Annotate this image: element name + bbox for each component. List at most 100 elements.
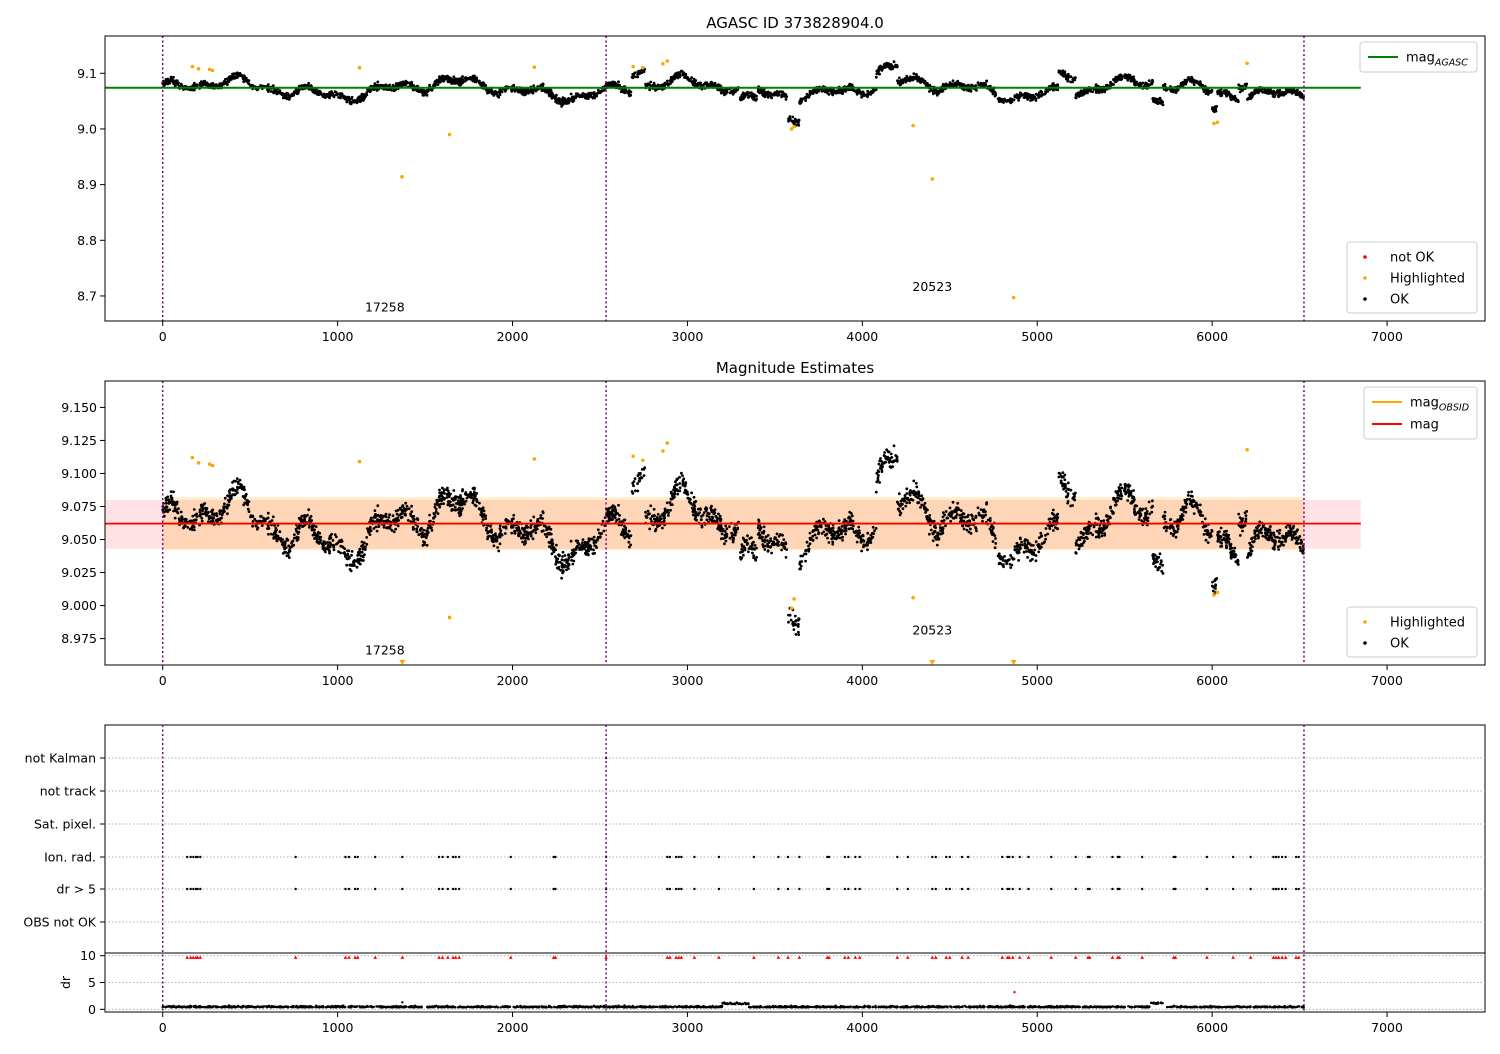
ok-point xyxy=(513,90,516,93)
ok-point xyxy=(1254,92,1257,95)
ok-point xyxy=(628,530,631,533)
ok-point xyxy=(443,75,446,78)
ok-point xyxy=(1127,74,1130,77)
highlighted-point xyxy=(631,65,635,69)
point-legend-swatch xyxy=(1363,255,1367,259)
ok-point xyxy=(1193,83,1196,86)
ok-point xyxy=(606,83,609,86)
ok-point xyxy=(270,533,273,536)
ok-point xyxy=(912,79,915,82)
ok-point xyxy=(1075,542,1078,545)
ok-point xyxy=(1184,81,1187,84)
ok-point xyxy=(791,116,794,119)
ok-point xyxy=(510,532,513,535)
ok-point xyxy=(740,98,743,101)
ok-point xyxy=(831,541,834,544)
ok-point xyxy=(1144,507,1147,510)
ok-point xyxy=(674,72,677,75)
ok-point xyxy=(194,84,197,87)
ok-point xyxy=(908,80,911,83)
ok-point xyxy=(771,94,774,97)
ok-point xyxy=(1005,562,1008,565)
ok-point xyxy=(356,566,359,569)
ok-point xyxy=(977,506,980,509)
line-legend-sub: AGASC xyxy=(1434,58,1468,69)
ok-point xyxy=(1026,556,1029,559)
ok-point xyxy=(582,538,585,541)
ok-point xyxy=(213,83,216,86)
ok-point xyxy=(721,533,724,536)
ok-point xyxy=(540,514,543,517)
ok-point xyxy=(678,482,681,485)
ok-point xyxy=(860,550,863,553)
ok-point xyxy=(186,526,189,529)
ok-point xyxy=(1017,559,1020,562)
ok-point xyxy=(757,533,760,536)
ok-point xyxy=(1152,100,1155,103)
ok-point xyxy=(584,541,587,544)
ok-point xyxy=(1151,97,1154,100)
ok-point xyxy=(529,519,532,522)
ok-point xyxy=(1056,83,1059,86)
point-legend-label: OK xyxy=(1390,293,1409,308)
ok-point xyxy=(180,511,183,514)
ok-point xyxy=(1062,73,1065,76)
ok-point xyxy=(797,124,800,127)
ok-point xyxy=(555,544,558,547)
ok-point xyxy=(532,89,535,92)
ok-point xyxy=(1225,94,1228,97)
ok-point xyxy=(866,90,869,93)
ok-point xyxy=(1163,84,1166,87)
ok-point xyxy=(231,489,234,492)
ok-point xyxy=(365,91,368,94)
ok-point xyxy=(828,541,831,544)
ok-point xyxy=(963,528,966,531)
ok-point xyxy=(1277,94,1280,97)
ok-point xyxy=(1134,84,1137,87)
ok-point xyxy=(226,81,229,84)
ok-point xyxy=(993,91,996,94)
ok-point xyxy=(758,529,761,532)
ok-point xyxy=(804,560,807,563)
ok-point xyxy=(340,92,343,95)
ok-point xyxy=(1163,526,1166,529)
ok-point xyxy=(529,90,532,93)
ok-point xyxy=(1008,99,1011,102)
ok-point xyxy=(599,535,602,538)
ok-point xyxy=(909,494,912,497)
ok-point xyxy=(1280,93,1283,96)
ok-point xyxy=(1009,554,1012,557)
ok-point xyxy=(293,533,296,536)
ok-point xyxy=(710,81,713,84)
ok-point xyxy=(496,95,499,98)
ok-point xyxy=(978,84,981,87)
ok-point xyxy=(653,508,656,511)
ok-point xyxy=(1159,552,1162,555)
ok-point xyxy=(1203,533,1206,536)
ok-point xyxy=(1229,95,1232,98)
ok-point xyxy=(822,518,825,521)
ok-point xyxy=(806,541,809,544)
ok-point xyxy=(177,83,180,86)
ok-point xyxy=(337,96,340,99)
ok-point xyxy=(751,97,754,100)
ok-point xyxy=(794,615,797,618)
ok-point xyxy=(1121,75,1124,78)
ok-point xyxy=(270,90,273,93)
ok-point xyxy=(994,93,997,96)
ok-point xyxy=(1237,99,1240,102)
ok-point xyxy=(425,91,428,94)
ok-point xyxy=(394,88,397,91)
ok-point xyxy=(719,515,722,518)
ok-point xyxy=(1019,537,1022,540)
ok-point xyxy=(461,75,464,78)
ok-point xyxy=(860,93,863,96)
ok-point xyxy=(1213,110,1216,113)
ok-point xyxy=(550,90,553,93)
ok-point xyxy=(951,83,954,86)
ok-point xyxy=(649,504,652,507)
ok-point xyxy=(229,488,232,491)
ok-point xyxy=(236,491,239,494)
ok-point xyxy=(426,544,429,547)
ok-point xyxy=(1155,98,1158,101)
